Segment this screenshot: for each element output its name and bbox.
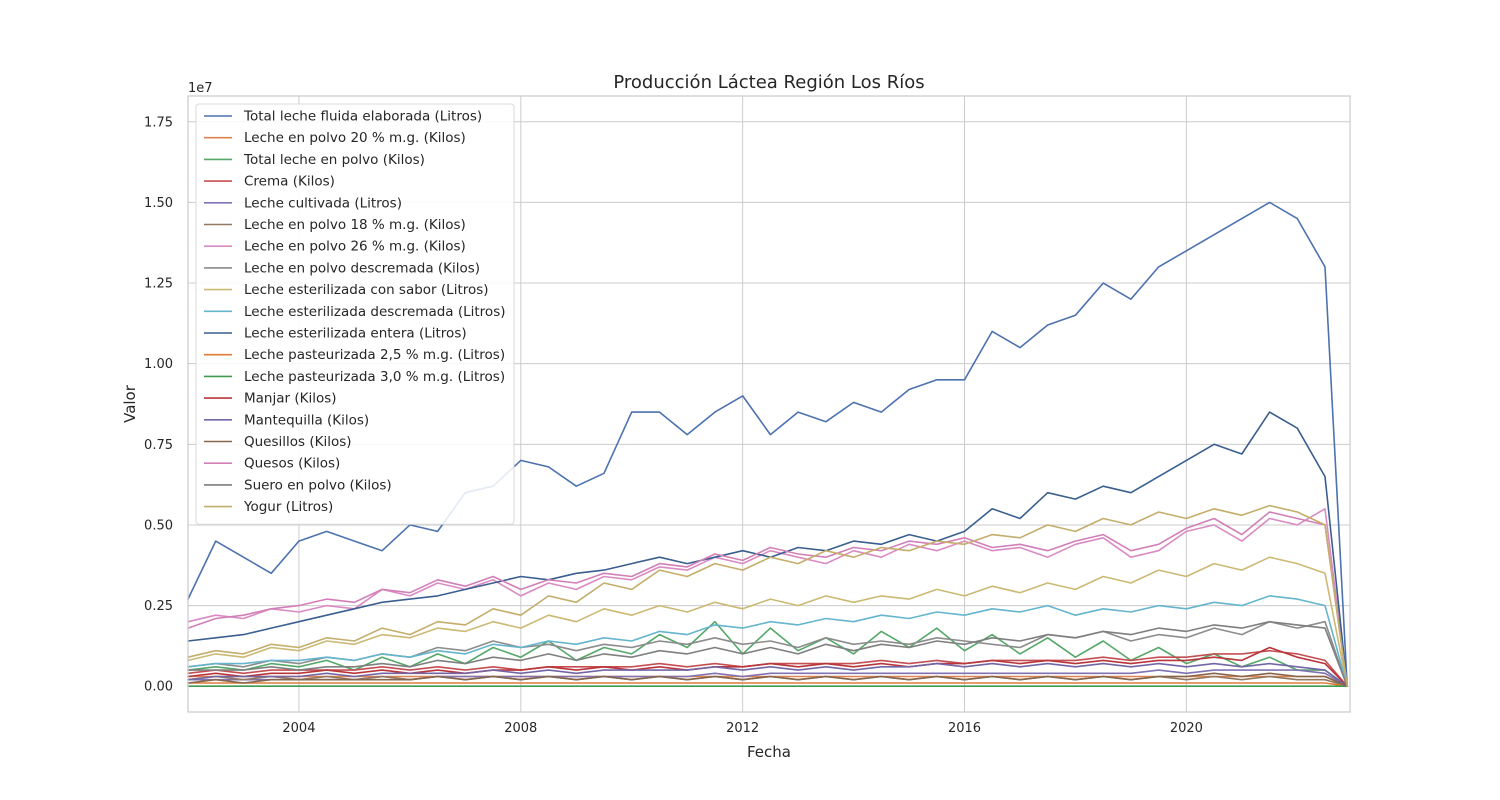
legend-label: Mantequilla (Kilos): [244, 412, 369, 428]
legend-item[interactable]: Leche en polvo 18 % m.g. (Kilos): [204, 217, 466, 233]
legend-box: [195, 103, 515, 525]
y-tick-label: 1.75: [144, 115, 173, 130]
x-tick-label: 2012: [726, 721, 759, 736]
legend-item[interactable]: Leche pasteurizada 3,0 % m.g. (Litros): [204, 369, 505, 385]
x-tick-label: 2008: [504, 721, 537, 736]
legend-label: Crema (Kilos): [244, 174, 335, 190]
legend-item[interactable]: Crema (Kilos): [204, 174, 335, 190]
legend-label: Leche pasteurizada 2,5 % m.g. (Litros): [244, 347, 505, 363]
legend-item[interactable]: Leche en polvo descremada (Kilos): [204, 260, 480, 276]
legend-item[interactable]: Leche cultivada (Litros): [204, 195, 402, 211]
legend[interactable]: Total leche fluida elaborada (Litros) Lec…: [195, 103, 515, 525]
legend-item[interactable]: Leche esterilizada con sabor (Litros): [204, 282, 489, 298]
y-offset-label: 1e7: [188, 81, 213, 96]
series-line: [187, 595, 1348, 688]
legend-label: Leche en polvo 18 % m.g. (Kilos): [244, 217, 466, 233]
legend-label: Leche cultivada (Litros): [244, 195, 402, 211]
legend-label: Quesillos (Kilos): [244, 434, 352, 450]
legend-label: Yogur (Litros): [243, 499, 333, 515]
legend-label: Leche en polvo descremada (Kilos): [244, 260, 480, 276]
legend-item[interactable]: Total leche fluida elaborada (Litros): [204, 109, 482, 125]
x-tick-label: 2016: [948, 721, 981, 736]
legend-item[interactable]: Leche esterilizada entera (Litros): [204, 326, 467, 342]
y-tick-label: 0.50: [144, 518, 173, 533]
y-tick-label: 0.25: [144, 599, 173, 614]
legend-item[interactable]: Quesillos (Kilos): [204, 434, 352, 450]
legend-label: Leche en polvo 20 % m.g. (Kilos): [244, 130, 466, 146]
series-line: [187, 556, 1348, 688]
legend-item[interactable]: Leche en polvo 26 % m.g. (Kilos): [204, 239, 466, 255]
plot-frame: [187, 95, 1351, 713]
legend-item[interactable]: Leche pasteurizada 2,5 % m.g. (Litros): [204, 347, 505, 363]
series-line: [187, 662, 1348, 688]
y-axis-label: Valor: [121, 384, 139, 423]
legend-item[interactable]: Manjar (Kilos): [204, 391, 337, 407]
series-line: [187, 682, 1348, 688]
tick-labels: 2004 2008 2012 2016 2020 0.00 0.25 0.50 0.75 1.00…: [144, 115, 1203, 736]
x-axis-label: Fecha: [747, 743, 791, 761]
series-line: [187, 646, 1348, 688]
series-lines: [187, 201, 1348, 688]
legend-label: Suero en polvo (Kilos): [244, 477, 392, 493]
legend-label: Leche pasteurizada 3,0 % m.g. (Litros): [244, 369, 505, 385]
x-tick-label: 2004: [282, 721, 315, 736]
legend-label: Leche esterilizada con sabor (Litros): [244, 282, 489, 298]
series-line: [187, 620, 1348, 688]
legend-item[interactable]: Quesos (Kilos): [204, 456, 340, 472]
legend-item[interactable]: Leche esterilizada descremada (Litros): [204, 304, 506, 320]
x-tick-label: 2020: [1170, 721, 1203, 736]
legend-label: Quesos (Kilos): [244, 456, 340, 472]
series-line: [187, 504, 1348, 688]
legend-item[interactable]: Leche en polvo 20 % m.g. (Kilos): [204, 130, 466, 146]
series-line: [187, 672, 1348, 688]
chart-title: Producción Láctea Región Los Ríos: [613, 72, 924, 93]
legend-label: Leche en polvo 26 % m.g. (Kilos): [244, 239, 466, 255]
y-tick-label: 1.50: [144, 196, 173, 211]
legend-item[interactable]: Suero en polvo (Kilos): [204, 477, 392, 493]
y-tick-label: 1.25: [144, 277, 173, 292]
series-line: [187, 201, 1348, 688]
legend-label: Total leche en polvo (Kilos): [243, 152, 425, 168]
legend-label: Leche esterilizada descremada (Litros): [244, 304, 506, 320]
series-line: [187, 511, 1348, 688]
y-tick-label: 0.00: [144, 680, 173, 695]
legend-item[interactable]: Mantequilla (Kilos): [204, 412, 369, 428]
legend-item[interactable]: Total leche en polvo (Kilos): [204, 152, 425, 168]
series-line: [187, 620, 1348, 688]
legend-label: Total leche fluida elaborada (Litros): [243, 109, 482, 125]
legend-label: Manjar (Kilos): [244, 391, 337, 407]
y-tick-label: 1.00: [144, 357, 173, 372]
legend-item[interactable]: Yogur (Litros): [204, 499, 333, 515]
legend-label: Leche esterilizada entera (Litros): [244, 326, 467, 342]
y-tick-label: 0.75: [144, 438, 173, 453]
